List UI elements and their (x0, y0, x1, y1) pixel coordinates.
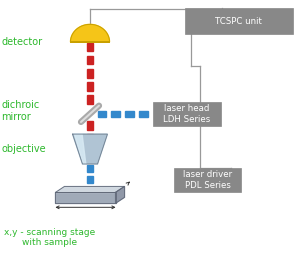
Bar (87, 56, 93, 64)
Text: TCSPC unit: TCSPC unit (215, 17, 262, 25)
Bar (87, 187, 93, 193)
FancyBboxPatch shape (184, 8, 292, 34)
Bar (98, 111, 106, 117)
Text: objective: objective (2, 144, 46, 154)
Bar (87, 43, 93, 51)
Text: detector: detector (2, 37, 43, 47)
FancyBboxPatch shape (153, 102, 220, 126)
Text: x,y - scanning stage
with sample: x,y - scanning stage with sample (4, 228, 95, 247)
Bar (87, 69, 93, 78)
Text: dichroic
mirror: dichroic mirror (2, 100, 40, 122)
Bar (87, 134, 93, 143)
Text: laser head
LDH Series: laser head LDH Series (163, 104, 210, 124)
Bar (125, 111, 134, 117)
Bar (87, 95, 93, 104)
Polygon shape (116, 186, 124, 203)
Polygon shape (73, 134, 107, 164)
Bar (87, 165, 93, 172)
FancyBboxPatch shape (174, 168, 242, 192)
Bar (87, 176, 93, 183)
Polygon shape (70, 24, 110, 42)
Bar (139, 111, 148, 117)
Text: laser driver
PDL Series: laser driver PDL Series (183, 170, 232, 190)
Polygon shape (74, 134, 86, 164)
Polygon shape (56, 192, 116, 203)
Bar (87, 82, 93, 91)
Bar (87, 121, 93, 130)
Polygon shape (56, 186, 124, 192)
Bar (111, 111, 120, 117)
